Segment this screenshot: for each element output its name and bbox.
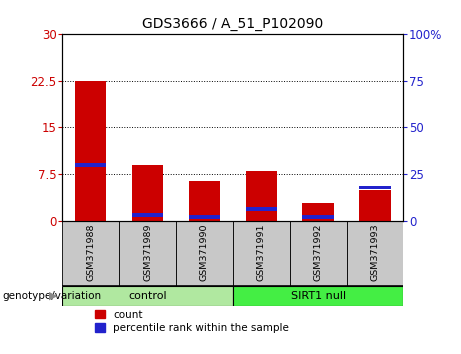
Text: GSM371993: GSM371993 — [371, 223, 379, 281]
Bar — [359, 186, 390, 189]
Bar — [75, 81, 106, 221]
Bar — [62, 286, 233, 306]
Bar — [62, 221, 119, 286]
Bar — [189, 181, 220, 221]
Bar — [246, 207, 277, 211]
Bar — [246, 171, 277, 221]
Text: GSM371989: GSM371989 — [143, 223, 152, 281]
Text: GSM371992: GSM371992 — [313, 223, 323, 281]
Bar — [132, 165, 163, 221]
Text: control: control — [128, 291, 167, 301]
Bar — [290, 221, 347, 286]
Bar — [132, 213, 163, 217]
Bar — [233, 286, 403, 306]
Text: SIRT1 null: SIRT1 null — [290, 291, 346, 301]
Bar — [176, 221, 233, 286]
Text: GSM371990: GSM371990 — [200, 223, 209, 281]
Bar — [359, 190, 390, 221]
Legend: count, percentile rank within the sample: count, percentile rank within the sample — [95, 310, 290, 333]
Text: ▶: ▶ — [49, 291, 58, 301]
Title: GDS3666 / A_51_P102090: GDS3666 / A_51_P102090 — [142, 17, 324, 31]
Bar — [302, 202, 334, 221]
Bar — [189, 215, 220, 218]
Bar — [119, 221, 176, 286]
Bar — [75, 163, 106, 167]
Text: GSM371991: GSM371991 — [257, 223, 266, 281]
Bar — [233, 221, 290, 286]
Bar — [302, 215, 334, 218]
Bar — [347, 221, 403, 286]
Text: GSM371988: GSM371988 — [86, 223, 95, 281]
Text: genotype/variation: genotype/variation — [2, 291, 101, 301]
